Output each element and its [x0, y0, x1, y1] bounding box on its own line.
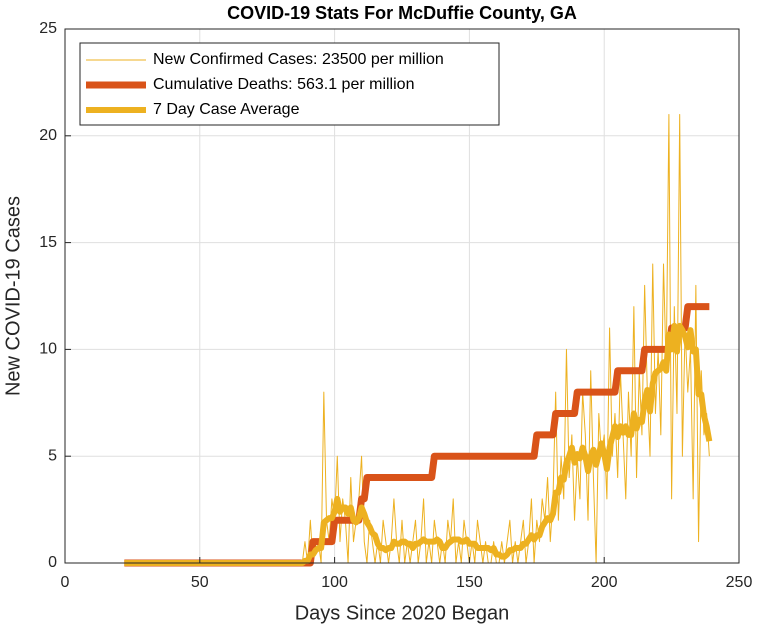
x-tick-label: 200: [591, 574, 618, 591]
legend-box: [79, 42, 500, 126]
legend-label: 7 Day Case Average: [153, 101, 300, 118]
y-tick-label: 10: [39, 341, 57, 358]
x-tick-label: 150: [456, 574, 483, 591]
y-tick-label: 25: [39, 20, 57, 37]
y-tick-label: 5: [48, 447, 57, 464]
y-tick-label: 20: [39, 127, 57, 144]
axes-box: [64, 28, 740, 564]
x-axis-label: Days Since 2020 Began: [295, 602, 510, 624]
legend-label: New Confirmed Cases: 23500 per million: [153, 51, 444, 68]
x-tick-label: 250: [726, 574, 753, 591]
legend-label: Cumulative Deaths: 563.1 per million: [153, 76, 414, 93]
y-tick-label: 15: [39, 234, 57, 251]
x-tick-label: 50: [191, 574, 209, 591]
legend: New Confirmed Cases: 23500 per million Cu…: [79, 42, 500, 126]
chart-title: COVID-19 Stats For McDuffie County, GA: [227, 3, 577, 23]
x-tick-label: 0: [61, 574, 70, 591]
x-tick-label: 100: [321, 574, 348, 591]
y-tick-label: 0: [48, 554, 57, 571]
y-axis-label: New COVID-19 Cases: [2, 196, 24, 396]
